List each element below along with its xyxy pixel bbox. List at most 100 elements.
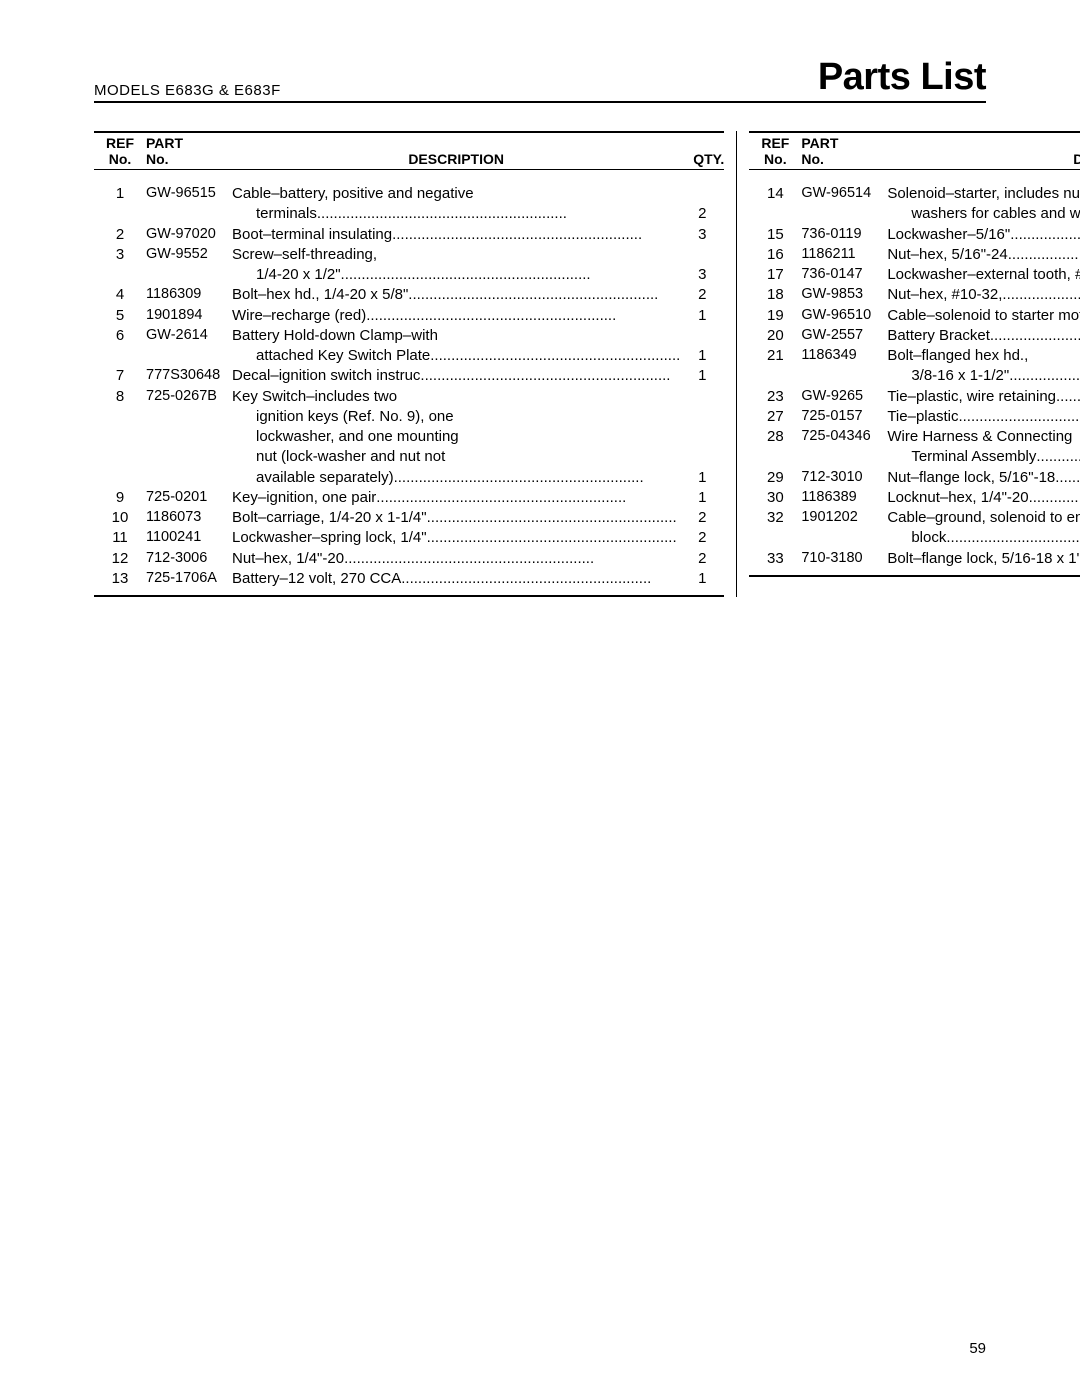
desc-cell: Tie–plastic ............................… (887, 407, 1080, 427)
table-row: 301186389Locknut–hex, 1/4"-20 ..........… (749, 488, 1080, 508)
qty-cell (680, 407, 724, 427)
part-cell: 1186073 (146, 508, 232, 528)
part-cell: 725-0201 (146, 488, 232, 508)
table-row: 211186349Bolt–flanged hex hd., (749, 346, 1080, 366)
table-row: 111100241Lockwasher–spring lock, 1/4" ..… (94, 528, 724, 548)
left-rows: 1GW-96515Cable–battery, positive and neg… (94, 170, 724, 597)
qty-cell: 3 (680, 265, 724, 285)
part-header-2: No. (146, 151, 232, 167)
ref-header-1: REF (749, 135, 801, 151)
part-cell: 710-3180 (801, 549, 887, 569)
table-row: 6GW-2614Battery Hold-down Clamp–with (94, 326, 724, 346)
part-cell: GW-96514 (801, 184, 887, 204)
page-number: 59 (969, 1340, 986, 1357)
table-row: 1/4-20 x 1/2" ..........................… (94, 265, 724, 285)
part-cell: GW-96515 (146, 184, 232, 204)
part-cell: 1901894 (146, 306, 232, 326)
ref-cell (749, 204, 801, 224)
desc-cell: attached Key Switch Plate ..............… (232, 346, 680, 366)
qty-cell (680, 326, 724, 346)
qty-cell: 1 (680, 488, 724, 508)
table-row: 9725-0201Key–ignition, one pair ........… (94, 488, 724, 508)
desc-cell: Bolt–carriage, 1/4-20 x 1-1/4" .........… (232, 508, 680, 528)
table-row: 161186211Nut–hex, 5/16"-24 .............… (749, 245, 1080, 265)
desc-cell: Tie–plastic, wire retaining ............… (887, 387, 1080, 407)
desc-cell: Wire–recharge (red) ....................… (232, 306, 680, 326)
part-cell: 736-0147 (801, 265, 887, 285)
table-row: 1GW-96515Cable–battery, positive and neg… (94, 184, 724, 204)
ref-cell (749, 528, 801, 548)
table-row: 20GW-2557Battery Bracket ...............… (749, 326, 1080, 346)
part-header-1: PART (146, 135, 232, 151)
table-row: ignition keys (Ref. No. 9), one (94, 407, 724, 427)
table-row: Terminal Assembly ......................… (749, 447, 1080, 467)
part-cell: GW-2614 (146, 326, 232, 346)
part-cell (801, 447, 887, 467)
ref-cell (94, 204, 146, 224)
ref-header-2: No. (749, 151, 801, 167)
ref-cell: 27 (749, 407, 801, 427)
ref-cell: 17 (749, 265, 801, 285)
ref-cell: 29 (749, 468, 801, 488)
qty-cell (680, 447, 724, 467)
qty-cell (680, 245, 724, 265)
table-row: 101186073Bolt–carriage, 1/4-20 x 1-1/4" … (94, 508, 724, 528)
desc-cell: Bolt–flanged hex hd., (887, 346, 1080, 366)
ref-cell: 28 (749, 427, 801, 447)
table-row: 18GW-9853Nut–hex, #10-32, ..............… (749, 285, 1080, 305)
page-header: MODELS E683G & E683F Parts List (94, 56, 986, 103)
desc-header: DESCRIPTION (408, 151, 504, 167)
qty-header: QTY. (693, 151, 724, 167)
part-cell (146, 468, 232, 488)
table-row: terminals ..............................… (94, 204, 724, 224)
ref-cell (94, 447, 146, 467)
desc-cell: 3/8-16 x 1-1/2" ........................… (887, 366, 1080, 386)
desc-cell: Battery Hold-down Clamp–with (232, 326, 680, 346)
qty-cell: 3 (680, 225, 724, 245)
part-cell: 725-0267B (146, 387, 232, 407)
qty-cell: 1 (680, 366, 724, 386)
ref-cell (94, 407, 146, 427)
table-row: 13725-1706ABattery–12 volt, 270 CCA ....… (94, 569, 724, 589)
part-cell: 1901202 (801, 508, 887, 528)
ref-cell (94, 468, 146, 488)
desc-cell: Lockwasher–external tooth, #10 . (887, 265, 1080, 285)
ref-cell: 2 (94, 225, 146, 245)
desc-cell: Key Switch–includes two (232, 387, 680, 407)
table-row: lockwasher, and one mounting (94, 427, 724, 447)
ref-cell: 20 (749, 326, 801, 346)
ref-cell: 8 (94, 387, 146, 407)
part-cell: 1186389 (801, 488, 887, 508)
ref-cell: 19 (749, 306, 801, 326)
table-row: 19GW-96510Cable–solenoid to starter moto… (749, 306, 1080, 326)
ref-cell: 33 (749, 549, 801, 569)
table-row: available separately) ..................… (94, 468, 724, 488)
part-cell (801, 204, 887, 224)
qty-cell: 2 (680, 528, 724, 548)
qty-cell (680, 387, 724, 407)
desc-cell: Cable–ground, solenoid to engine (887, 508, 1080, 528)
left-column: REFNo. PARTNo. DESCRIPTION QTY. 1GW-9651… (94, 131, 737, 597)
ref-cell: 18 (749, 285, 801, 305)
ref-cell: 12 (94, 549, 146, 569)
qty-cell: 2 (680, 285, 724, 305)
table-row: 23GW-9265Tie–plastic, wire retaining ...… (749, 387, 1080, 407)
table-row: block ..................................… (749, 528, 1080, 548)
ref-header-2: No. (94, 151, 146, 167)
table-row: 51901894Wire–recharge (red) ............… (94, 306, 724, 326)
table-row: washers for cables and wires ...........… (749, 204, 1080, 224)
part-cell: 725-0157 (801, 407, 887, 427)
table-row: attached Key Switch Plate ..............… (94, 346, 724, 366)
part-cell: 1186349 (801, 346, 887, 366)
desc-cell: 1/4-20 x 1/2" ..........................… (232, 265, 680, 285)
desc-cell: block ..................................… (887, 528, 1080, 548)
part-cell (146, 407, 232, 427)
ref-cell: 4 (94, 285, 146, 305)
ref-header-1: REF (94, 135, 146, 151)
qty-cell (680, 427, 724, 447)
desc-cell: Nut–hex, #10-32, .......................… (887, 285, 1080, 305)
part-cell (146, 346, 232, 366)
part-cell (146, 265, 232, 285)
ref-cell (749, 366, 801, 386)
table-row: 8725-0267BKey Switch–includes two (94, 387, 724, 407)
